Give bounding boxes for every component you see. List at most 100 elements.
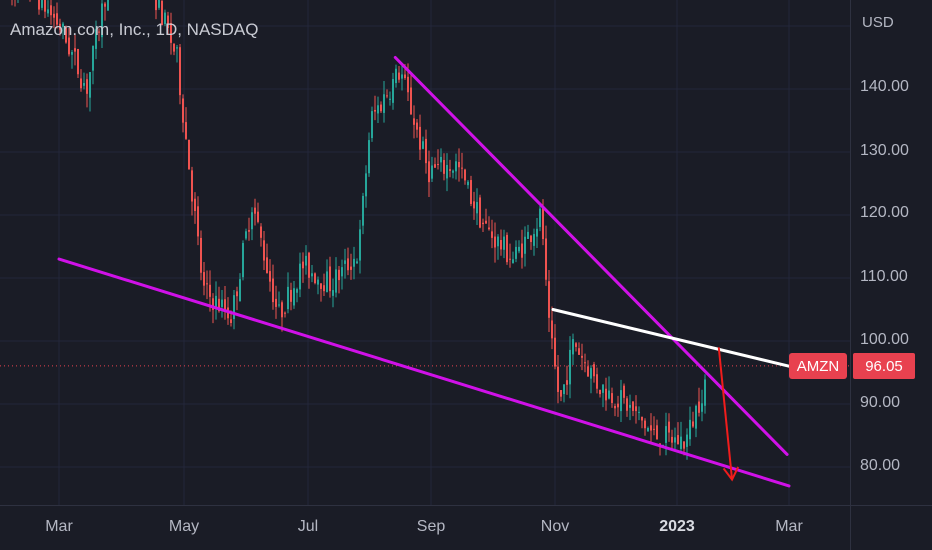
candle-body	[86, 79, 88, 94]
candle-body	[338, 269, 340, 281]
candle-body	[701, 403, 703, 412]
candle-body	[455, 161, 457, 172]
currency-label: USD	[862, 14, 894, 31]
candle-body	[404, 74, 406, 79]
candle-body	[62, 23, 64, 27]
candle-body	[683, 441, 685, 449]
candle-body	[671, 436, 673, 443]
candle-body	[503, 236, 505, 250]
candle-body	[629, 404, 631, 408]
candle-body	[452, 170, 454, 173]
candle-body	[563, 384, 565, 395]
candle-body	[695, 405, 697, 429]
candle-body	[689, 419, 691, 440]
candle-body	[218, 298, 220, 312]
candle-body	[527, 231, 529, 239]
candle-body	[548, 281, 550, 318]
candle-body	[335, 269, 337, 293]
candle-body	[407, 76, 409, 93]
candle-body	[557, 366, 559, 392]
candle-body	[647, 427, 649, 432]
candle-body	[275, 298, 277, 307]
candle-body	[176, 47, 178, 49]
x-tick-label: Nov	[540, 518, 570, 535]
candle-body	[359, 229, 361, 261]
candle-body	[698, 401, 700, 413]
candle-body	[473, 201, 475, 209]
candle-body	[242, 243, 244, 278]
candle-body	[362, 195, 364, 226]
x-tick-label: Mar	[45, 518, 73, 535]
candle-body	[380, 104, 382, 112]
candle-body	[170, 22, 172, 43]
candle-body	[458, 161, 460, 168]
candle-body	[602, 384, 604, 393]
candle-body	[107, 0, 109, 11]
candle-body	[353, 258, 355, 267]
candle-body	[326, 271, 328, 293]
candle-body	[299, 263, 301, 290]
candle-body	[269, 271, 271, 282]
candle-body	[668, 421, 670, 433]
arrow-head	[722, 466, 740, 482]
candle-body	[98, 31, 100, 33]
candle-body	[296, 289, 298, 293]
candle-body	[74, 48, 76, 52]
candle-body	[59, 23, 61, 30]
y-tick-label: 80.00	[860, 457, 901, 474]
candle-body	[155, 0, 157, 11]
candle-body	[692, 421, 694, 427]
y-tick-label: 140.00	[860, 78, 909, 95]
candle-body	[431, 165, 433, 179]
candle-body	[476, 202, 478, 214]
candle-body	[44, 0, 46, 12]
candle-body	[311, 273, 313, 277]
candle-body	[599, 389, 601, 395]
candle-body	[518, 246, 520, 252]
candle-body	[206, 283, 208, 285]
candle-body	[635, 406, 637, 412]
candle-body	[389, 98, 391, 100]
candle-body	[344, 260, 346, 264]
candle-body	[239, 279, 241, 302]
candle-body	[374, 109, 376, 112]
candle-body	[560, 390, 562, 397]
candle-body	[506, 234, 508, 263]
candle-body	[83, 83, 85, 86]
chart-title: Amazon.com, Inc., 1D, NASDAQ	[10, 20, 259, 39]
candle-body	[200, 237, 202, 273]
candle-body	[575, 343, 577, 347]
candle-body	[395, 68, 397, 84]
candle-body	[215, 295, 217, 308]
candle-body	[434, 164, 436, 168]
candles	[11, 0, 706, 460]
candle-body	[41, 0, 43, 8]
candle-body	[470, 180, 472, 204]
candle-body	[290, 289, 292, 302]
candle-body	[641, 416, 643, 421]
y-tick-label: 100.00	[860, 331, 909, 348]
candle-body	[545, 238, 547, 280]
candle-body	[272, 278, 274, 303]
candle-body	[542, 208, 544, 240]
candle-body	[605, 388, 607, 401]
candle-body	[167, 15, 169, 28]
candle-body	[365, 173, 367, 197]
candle-body	[383, 94, 385, 113]
candle-body	[680, 436, 682, 449]
candle-body	[173, 43, 175, 52]
candle-body	[203, 272, 205, 286]
candle-body	[461, 167, 463, 169]
candle-body	[569, 349, 571, 385]
candle-body	[38, 0, 40, 10]
candle-body	[530, 235, 532, 243]
x-tick-label: Sep	[416, 518, 446, 535]
candle-body	[686, 434, 688, 447]
candle-body	[323, 285, 325, 292]
candle-body	[578, 348, 580, 355]
candle-body	[233, 295, 235, 319]
price-axis-divider	[850, 0, 851, 550]
candle-body	[68, 37, 70, 55]
